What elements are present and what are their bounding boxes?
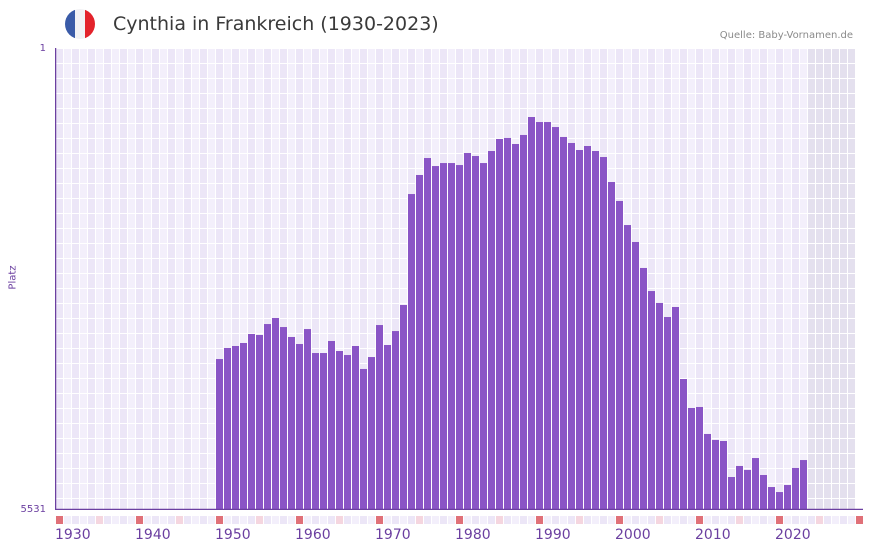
y-tick-bottom: 5531 (20, 504, 46, 515)
bar-1970 (376, 325, 383, 510)
flag-blue (65, 9, 75, 39)
x-tick-1960: 1960 (295, 527, 331, 543)
bar-1993 (560, 136, 567, 510)
bar-1963 (320, 353, 327, 510)
x-tick-2020: 2020 (775, 527, 811, 543)
bar-1983 (480, 163, 487, 510)
bar-2012 (712, 439, 719, 510)
bar-1976 (424, 158, 431, 510)
x-tick-1970: 1970 (375, 527, 411, 543)
bar-1965 (336, 351, 343, 510)
bar-1984 (488, 151, 495, 510)
bar-1981 (464, 153, 471, 510)
bar-2015 (736, 465, 743, 510)
bar-1992 (552, 127, 559, 510)
bar-1975 (416, 174, 423, 510)
x-tick-2000: 2000 (615, 527, 651, 543)
bar-1958 (280, 327, 287, 510)
bar-2011 (704, 433, 711, 510)
bar-2014 (728, 477, 735, 510)
france-flag-icon (65, 9, 95, 39)
bar-1997 (592, 151, 599, 510)
bar-2002 (632, 241, 639, 510)
bar-2001 (624, 225, 631, 510)
bar-2022 (792, 467, 799, 510)
x-tick-1980: 1980 (455, 527, 491, 543)
bar-1995 (576, 150, 583, 510)
bar-1961 (304, 329, 311, 510)
bar-2017 (752, 458, 759, 510)
x-tick-1990: 1990 (535, 527, 571, 543)
bar-1994 (568, 142, 575, 510)
plot-area (55, 48, 863, 510)
bar-1977 (432, 166, 439, 510)
bar-2016 (744, 469, 751, 510)
bar-1990 (536, 122, 543, 510)
bar-2023 (800, 460, 807, 510)
bar-1950 (216, 359, 223, 510)
bar-2019 (768, 487, 775, 510)
bar-2003 (640, 267, 647, 510)
bar-1988 (520, 134, 527, 510)
bar-2004 (648, 291, 655, 510)
bar-1999 (608, 182, 615, 510)
bar-1964 (328, 340, 335, 510)
bar-1996 (584, 145, 591, 510)
bar-1971 (384, 345, 391, 510)
year-marker-strip (55, 510, 863, 524)
bar-1974 (408, 194, 415, 510)
bar-1973 (400, 304, 407, 510)
bar-1972 (392, 331, 399, 510)
bar-1978 (440, 163, 447, 510)
bar-1969 (368, 357, 375, 510)
bar-1956 (264, 324, 271, 510)
bar-2007 (672, 306, 679, 510)
chart-title: Cynthia in Frankreich (1930-2023) (113, 13, 439, 35)
bar-1989 (528, 117, 535, 510)
bar-1980 (456, 165, 463, 510)
bar-2013 (720, 440, 727, 510)
bar-1985 (496, 138, 503, 510)
bar-2020 (776, 492, 783, 510)
bar-1982 (472, 156, 479, 510)
source-credit: Quelle: Baby-Vornamen.de (719, 30, 853, 41)
bar-1952 (232, 346, 239, 510)
bar-1966 (344, 355, 351, 510)
x-tick-1940: 1940 (135, 527, 171, 543)
bar-2006 (664, 317, 671, 510)
bar-1957 (272, 318, 279, 510)
bar-1959 (288, 336, 295, 510)
bar-1960 (296, 343, 303, 510)
bar-1998 (600, 157, 607, 510)
flag-red (85, 9, 95, 39)
bar-2008 (680, 379, 687, 510)
x-tick-2010: 2010 (695, 527, 731, 543)
bar-2018 (760, 474, 767, 510)
bar-2010 (696, 406, 703, 510)
bar-1991 (544, 122, 551, 510)
bar-2005 (656, 302, 663, 510)
bar-1987 (512, 143, 519, 510)
bar-1968 (360, 368, 367, 510)
bar-1953 (240, 342, 247, 510)
flag-white (75, 9, 85, 39)
bar-2009 (688, 407, 695, 510)
x-tick-1930: 1930 (55, 527, 91, 543)
x-tick-1950: 1950 (215, 527, 251, 543)
bar-2021 (784, 485, 791, 510)
y-tick-top: 1 (39, 43, 46, 54)
bar-1967 (352, 346, 359, 510)
bar-1955 (256, 334, 263, 510)
bar-1986 (504, 137, 511, 510)
bar-1962 (312, 353, 319, 510)
y-axis-label: Platz (7, 265, 19, 290)
bar-2000 (616, 200, 623, 510)
bar-1954 (248, 333, 255, 510)
bar-1951 (224, 348, 231, 510)
bar-1979 (448, 163, 455, 510)
